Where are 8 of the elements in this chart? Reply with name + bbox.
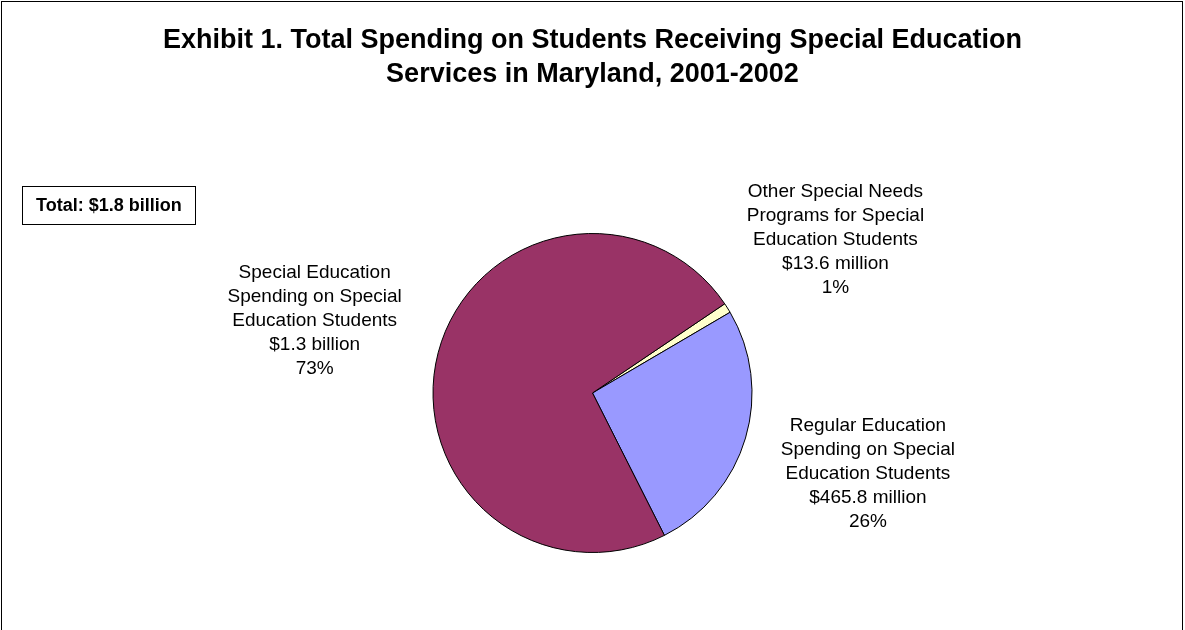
- slice-label: Regular Education Spending on Special Education Students: [780, 414, 956, 484]
- text: Total: $1.8 billion: [22, 186, 196, 225]
- data-label: $465.8 million 26%: [809, 486, 927, 532]
- data-label: $13.6 million 1%: [782, 252, 889, 298]
- data-label: $1.3 billion 73%: [269, 332, 361, 378]
- slice-label: Other Special Needs Programs for Special Education Students: [746, 180, 925, 250]
- chart-title: Exhibit 1. Total Spending on Students Receiving Special Education Services in Maryland, 2001-2002: [161, 23, 1024, 90]
- slice-label: Special Education Spending on Special Education Students: [227, 260, 402, 330]
